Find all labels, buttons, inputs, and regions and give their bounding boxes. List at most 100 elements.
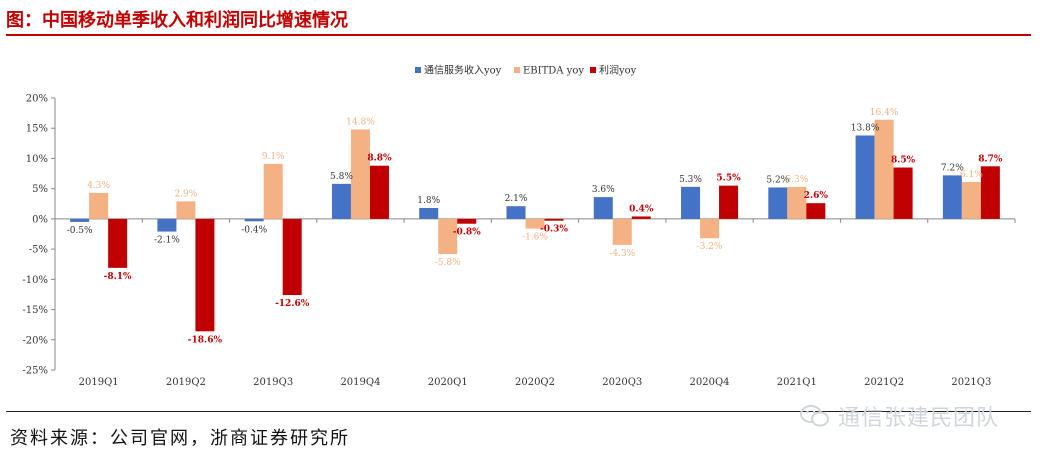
data-label: 3.6% (592, 185, 615, 195)
x-tick-label: 2020Q2 (515, 377, 555, 388)
data-label: -2.1% (154, 236, 180, 246)
bar (942, 175, 962, 219)
bar (612, 218, 632, 245)
x-tick-label: 2019Q1 (79, 377, 119, 388)
bar (787, 186, 807, 219)
bar (157, 218, 177, 232)
bar (806, 203, 826, 219)
bar (681, 186, 701, 219)
bar (176, 201, 196, 219)
title-divider (6, 34, 1031, 36)
data-label: 9.1% (262, 152, 285, 162)
data-label: 5.5% (716, 174, 741, 184)
bar (506, 206, 526, 219)
chart-data-labels: -0.5%-2.1%-0.4%5.8%1.8% 2.1%3.6%5.3% 5.2%1… (67, 108, 1003, 346)
data-label: 13.8% (851, 123, 880, 133)
data-label: 14.8% (346, 117, 375, 127)
bar (961, 182, 981, 219)
data-label: -0.8% (453, 228, 481, 238)
data-label: -0.4% (241, 225, 267, 235)
bar (855, 135, 875, 219)
data-label: 8.5% (891, 156, 916, 166)
wechat-icon (800, 405, 829, 427)
data-label: -18.6% (188, 335, 223, 345)
data-label: 1.8% (417, 196, 440, 206)
x-tick-label: 2020Q4 (690, 377, 730, 388)
data-label: -0.5% (67, 226, 93, 236)
bar (719, 185, 739, 219)
y-tick-label: 10% (26, 154, 48, 165)
chart-title: 图：中国移动单季收入和利润同比增速情况 (6, 10, 348, 31)
data-label: -0.3% (540, 225, 568, 235)
data-label: 5.2% (766, 175, 789, 185)
chart-bars (70, 119, 1000, 332)
data-label: 16.4% (870, 108, 899, 118)
y-tick-label: -25% (22, 366, 48, 377)
bar (544, 218, 564, 221)
bar (457, 218, 477, 224)
bar (89, 192, 109, 219)
watermark: 通信张建民团队 (800, 400, 999, 432)
x-tick-label: 2019Q2 (166, 377, 206, 388)
x-tick-label: 2019Q4 (340, 377, 380, 388)
bar (700, 218, 720, 239)
bar (108, 218, 128, 268)
data-label: -1.6% (522, 233, 548, 243)
bar (631, 216, 651, 219)
chart-legend: 通信服务收入yoy EBITDA yoy 利润yoy (415, 64, 637, 77)
bar (244, 218, 264, 222)
bar (282, 218, 302, 296)
data-label: -12.6% (275, 299, 310, 309)
data-label: 5.3% (785, 175, 808, 185)
chart-axes: -25% -20% -15% -10% -5% 0% 5% 10% 15% 20% 2019Q1 20… (22, 94, 1016, 388)
legend-label: EBITDA yoy (523, 66, 584, 77)
bar (525, 218, 545, 229)
data-label: 7.2% (941, 163, 964, 173)
bar (419, 208, 439, 219)
x-tick-label: 2021Q3 (951, 377, 991, 388)
bar (70, 218, 90, 222)
bar (893, 167, 913, 219)
y-tick-label: -10% (22, 275, 48, 286)
y-tick-label: -15% (22, 305, 48, 316)
bar (350, 129, 370, 219)
y-tick-label: -20% (22, 335, 48, 346)
y-tick-label: 0% (32, 214, 48, 225)
data-label: 8.7% (978, 154, 1003, 164)
y-tick-label: 5% (32, 184, 48, 195)
bar (593, 197, 613, 219)
data-label: -5.8% (435, 258, 461, 268)
x-tick-label: 2021Q2 (864, 377, 904, 388)
x-tick-label: 2020Q3 (602, 377, 642, 388)
bar (874, 119, 894, 219)
bar (369, 165, 389, 219)
y-tick-label: 15% (26, 124, 48, 135)
legend-swatch (415, 67, 421, 73)
bar (195, 218, 215, 332)
data-label: 5.3% (679, 175, 702, 185)
data-label: 2.9% (174, 189, 197, 199)
y-tick-label: 20% (26, 94, 48, 105)
x-tick-label: 2020Q1 (428, 377, 468, 388)
data-label: 6.1% (960, 170, 983, 180)
bar (331, 183, 351, 219)
data-label: -3.2% (697, 242, 723, 252)
bar (768, 187, 788, 219)
source-note: 资料来源：公司官网，浙商证券研究所 (10, 428, 350, 449)
watermark-text: 通信张建民团队 (838, 406, 1000, 431)
legend-label: 利润yoy (599, 64, 637, 77)
data-label: 2.1% (505, 194, 528, 204)
y-tick-label: -5% (29, 245, 48, 256)
source-divider (6, 411, 1031, 412)
x-tick-label: 2019Q3 (253, 377, 293, 388)
data-label: 5.8% (330, 172, 353, 182)
data-label: 2.6% (804, 191, 829, 201)
bar (980, 166, 1000, 219)
data-label: 4.3% (87, 181, 110, 191)
legend-swatch (514, 67, 520, 73)
data-label: -4.3% (609, 249, 635, 259)
bar (263, 163, 283, 219)
legend-swatch (590, 67, 596, 73)
x-tick-label: 2021Q1 (777, 377, 817, 388)
data-label: 8.8% (367, 154, 392, 164)
